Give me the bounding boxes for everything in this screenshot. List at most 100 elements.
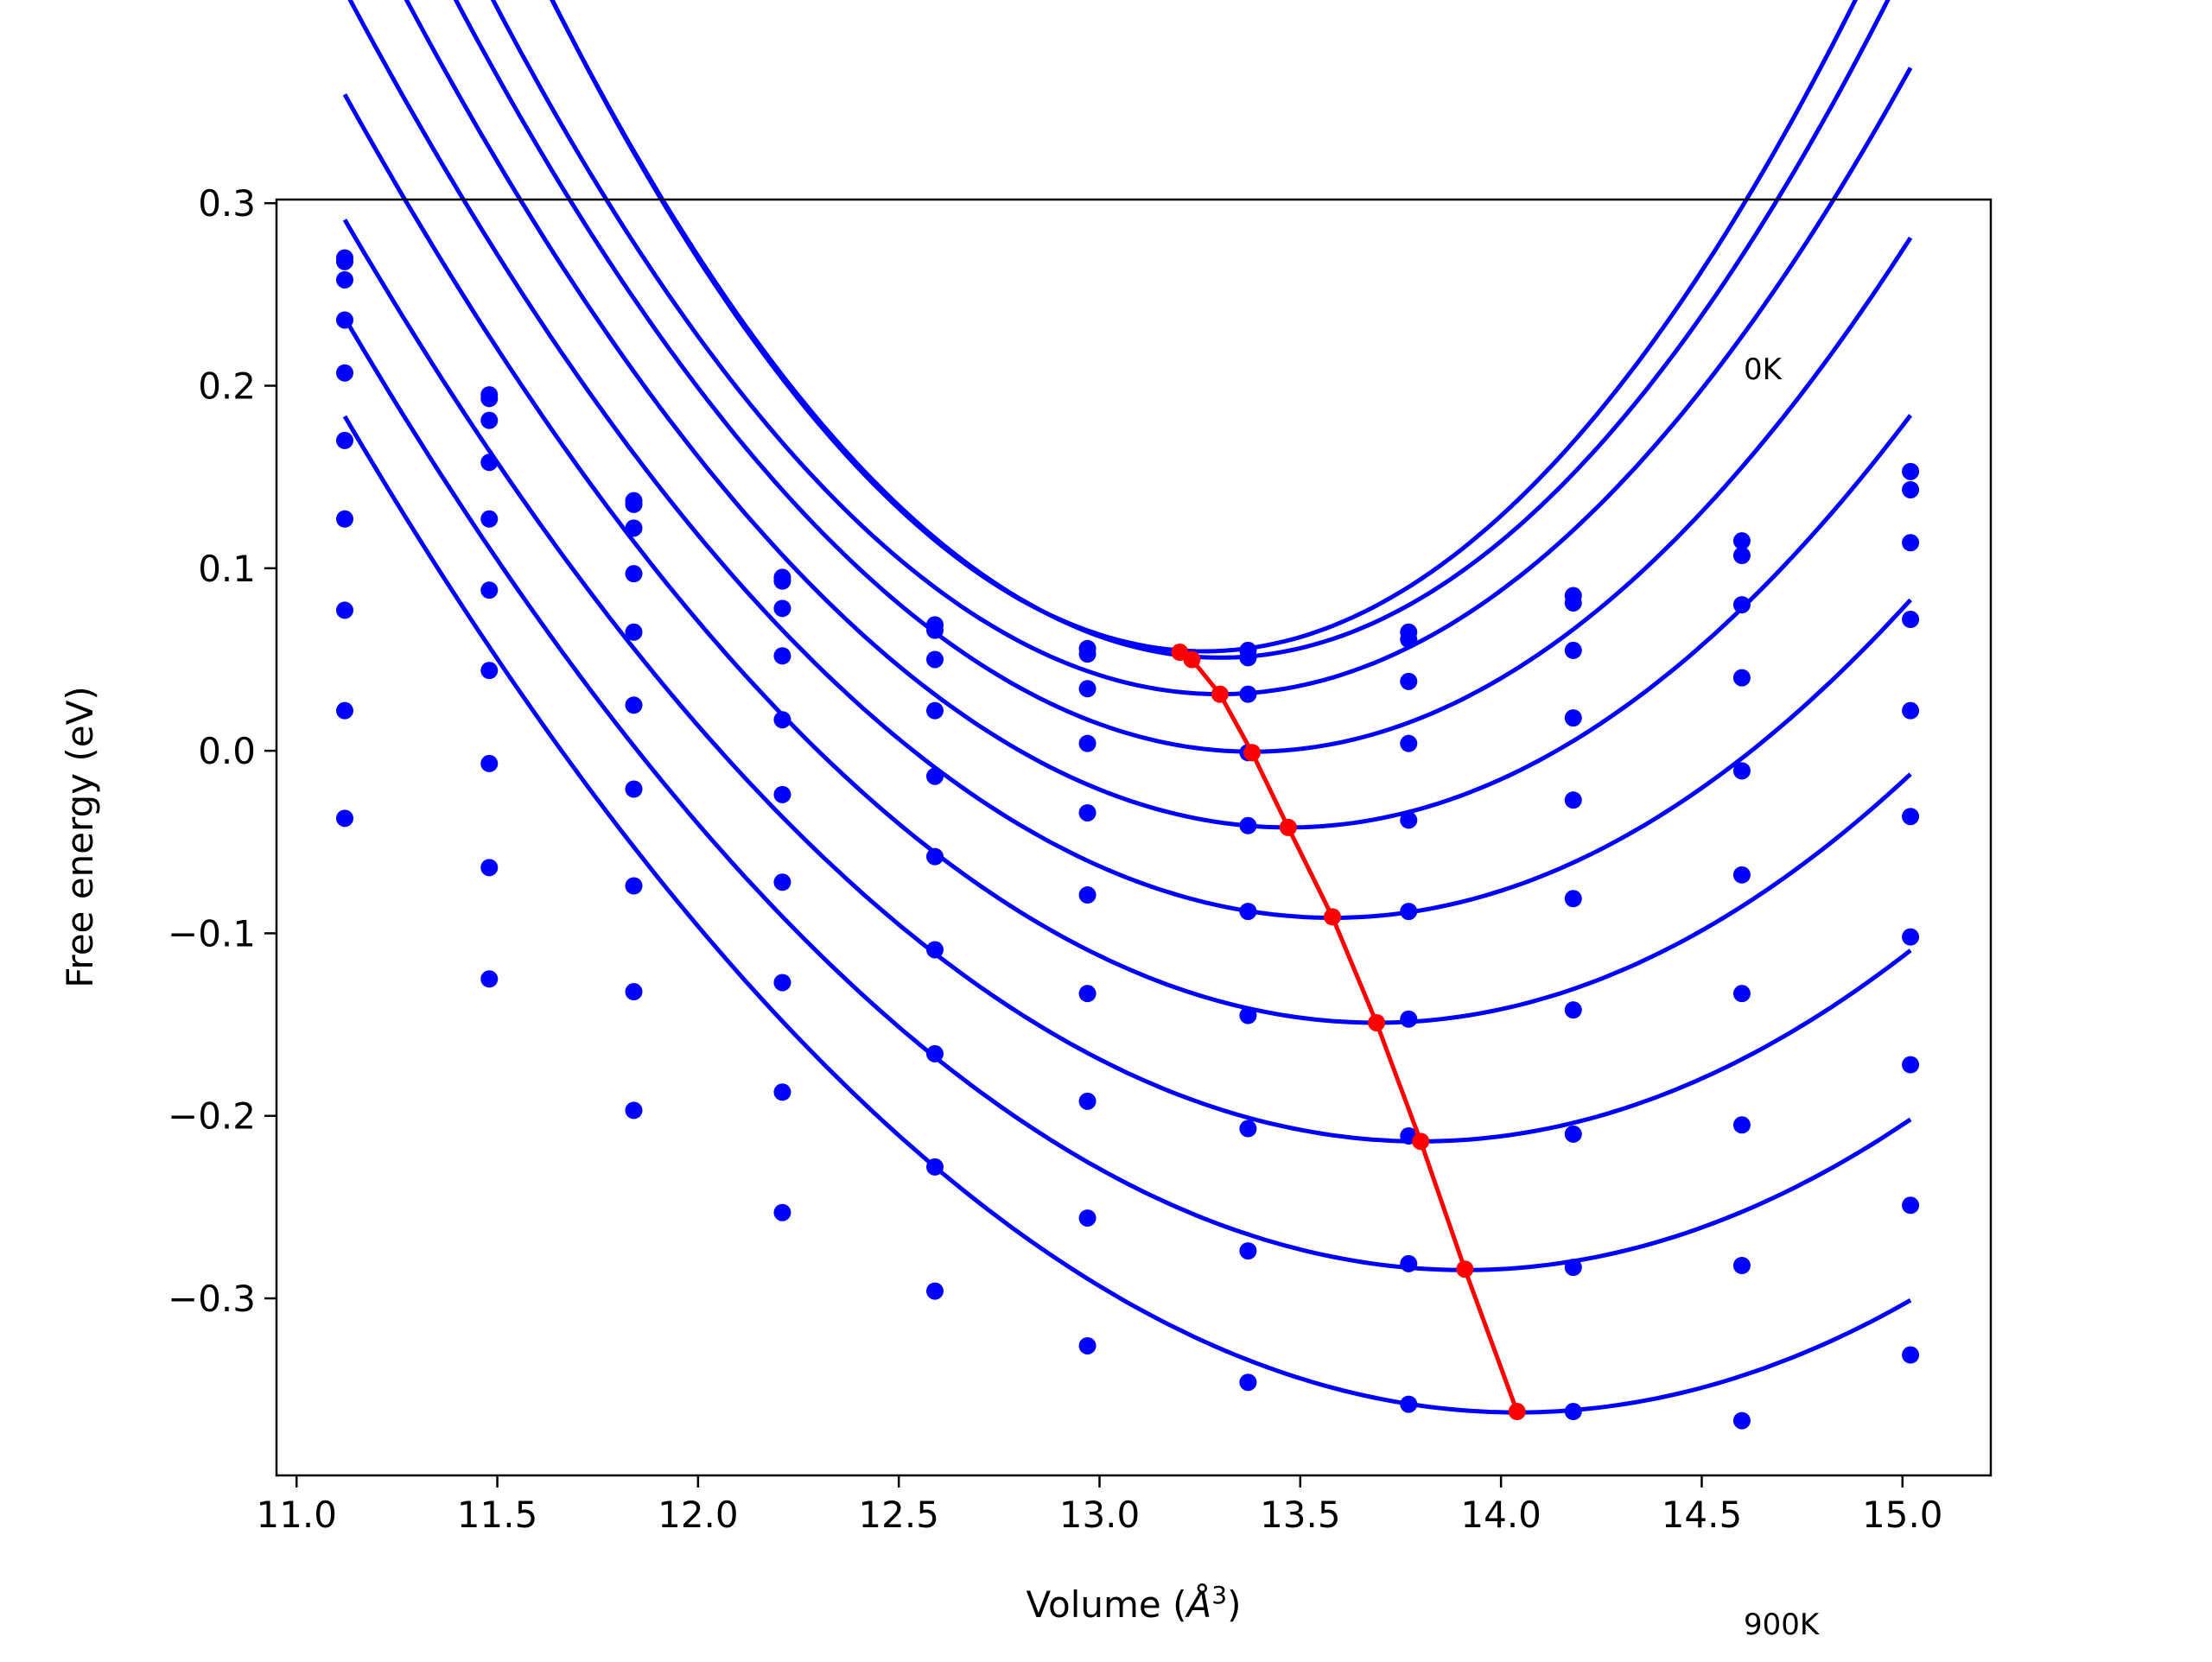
data-point [1239, 1242, 1257, 1260]
data-point [1239, 903, 1257, 921]
data-point [335, 431, 353, 449]
minimum-point [1243, 744, 1262, 762]
data-point [335, 510, 353, 528]
data-point [1239, 1373, 1257, 1392]
data-point [480, 859, 499, 877]
data-point [926, 847, 944, 866]
data-point [480, 754, 499, 772]
minimum-point [1456, 1260, 1474, 1278]
fit-curve-9 [342, 415, 1912, 1415]
data-point [480, 390, 499, 408]
data-point [1732, 1257, 1751, 1275]
data-point [773, 873, 791, 891]
data-point [335, 270, 353, 289]
data-point [1400, 811, 1418, 829]
data-point [1564, 1001, 1582, 1019]
data-point [1902, 1056, 1920, 1074]
data-point [1902, 701, 1920, 720]
minimum-point [1368, 1013, 1386, 1031]
data-point [335, 701, 353, 720]
data-point [1564, 593, 1582, 612]
data-point [1239, 685, 1257, 703]
data-point [625, 983, 643, 1001]
data-point [1400, 903, 1418, 921]
data-point [1078, 645, 1096, 663]
y-axis: −0.3 −0.2 −0.1 0.0 0.1 0.2 0.3 [168, 182, 276, 1320]
y-tick-label: 0.2 [198, 365, 256, 408]
data-point [1564, 1259, 1582, 1277]
y-tick-label: −0.2 [168, 1095, 256, 1138]
data-point [1564, 1403, 1582, 1421]
x-axis-label: Volume (Å3) [1027, 1581, 1242, 1627]
data-point [773, 1083, 791, 1101]
data-point [335, 364, 353, 382]
data-point [480, 411, 499, 429]
data-point [773, 711, 791, 729]
data-point [1078, 734, 1096, 752]
data-point [480, 970, 499, 988]
data-point [1400, 1254, 1418, 1272]
data-point [1732, 866, 1751, 884]
plot-area [276, 200, 1991, 1475]
data-point [625, 623, 643, 641]
data-point [1078, 1209, 1096, 1227]
data-point [1564, 1125, 1582, 1143]
data-point [1732, 596, 1751, 614]
minimum-point [1508, 1403, 1526, 1421]
axes-frame [275, 198, 1993, 1477]
data-point [625, 877, 643, 895]
y-tick-label: 0.0 [198, 730, 256, 772]
data-point [480, 581, 499, 599]
data-point [625, 565, 643, 583]
x-tick-label: 11.0 [256, 1494, 337, 1536]
minimum-line [1179, 650, 1520, 1412]
x-tick-label: 12.0 [658, 1494, 739, 1536]
x-tick-label: 11.5 [457, 1494, 538, 1536]
data-point [625, 1101, 643, 1120]
data-point [773, 647, 791, 665]
data-point [1564, 890, 1582, 908]
data-point [335, 601, 353, 619]
fit-curve-3 [453, 0, 1913, 754]
data-point [926, 701, 944, 720]
minimum-point [1323, 908, 1341, 926]
data-point [1902, 1196, 1920, 1215]
data-point [480, 510, 499, 528]
data-point [1732, 669, 1751, 687]
data-point [1564, 709, 1582, 727]
data-point [625, 495, 643, 513]
data-point [1732, 1116, 1751, 1134]
data-point [1902, 480, 1920, 498]
y-tick-label: 0.3 [198, 182, 256, 225]
data-point [1732, 1411, 1751, 1430]
x-tick-label: 13.5 [1260, 1494, 1341, 1536]
data-point [926, 1282, 944, 1300]
annotation-900k: 900K [1744, 1608, 1821, 1642]
fit-curve-4 [404, 0, 1913, 830]
minimum-point [1211, 685, 1229, 703]
data-point [1400, 672, 1418, 690]
annotation-0k: 0K [1744, 352, 1783, 387]
data-point [926, 650, 944, 669]
fit-curve-8 [342, 317, 1912, 1272]
minimum-point [1279, 818, 1297, 836]
data-point [625, 780, 643, 798]
data-point [1078, 803, 1096, 821]
data-point [1400, 734, 1418, 752]
data-point [773, 599, 791, 618]
data-point [1078, 680, 1096, 698]
data-point [1732, 985, 1751, 1003]
data-point [1564, 791, 1582, 809]
x-tick-label: 13.0 [1059, 1494, 1141, 1536]
data-point [1239, 1006, 1257, 1024]
data-point [773, 572, 791, 590]
data-point [1400, 1010, 1418, 1028]
x-tick-label: 15.0 [1862, 1494, 1943, 1536]
fit-curve-5 [347, 0, 1912, 921]
data-point [1078, 985, 1096, 1003]
data-point [1902, 928, 1920, 946]
series-layer [335, 0, 1920, 1430]
fit-curve-1 [550, 0, 1891, 660]
x-tick-label: 14.5 [1662, 1494, 1743, 1536]
